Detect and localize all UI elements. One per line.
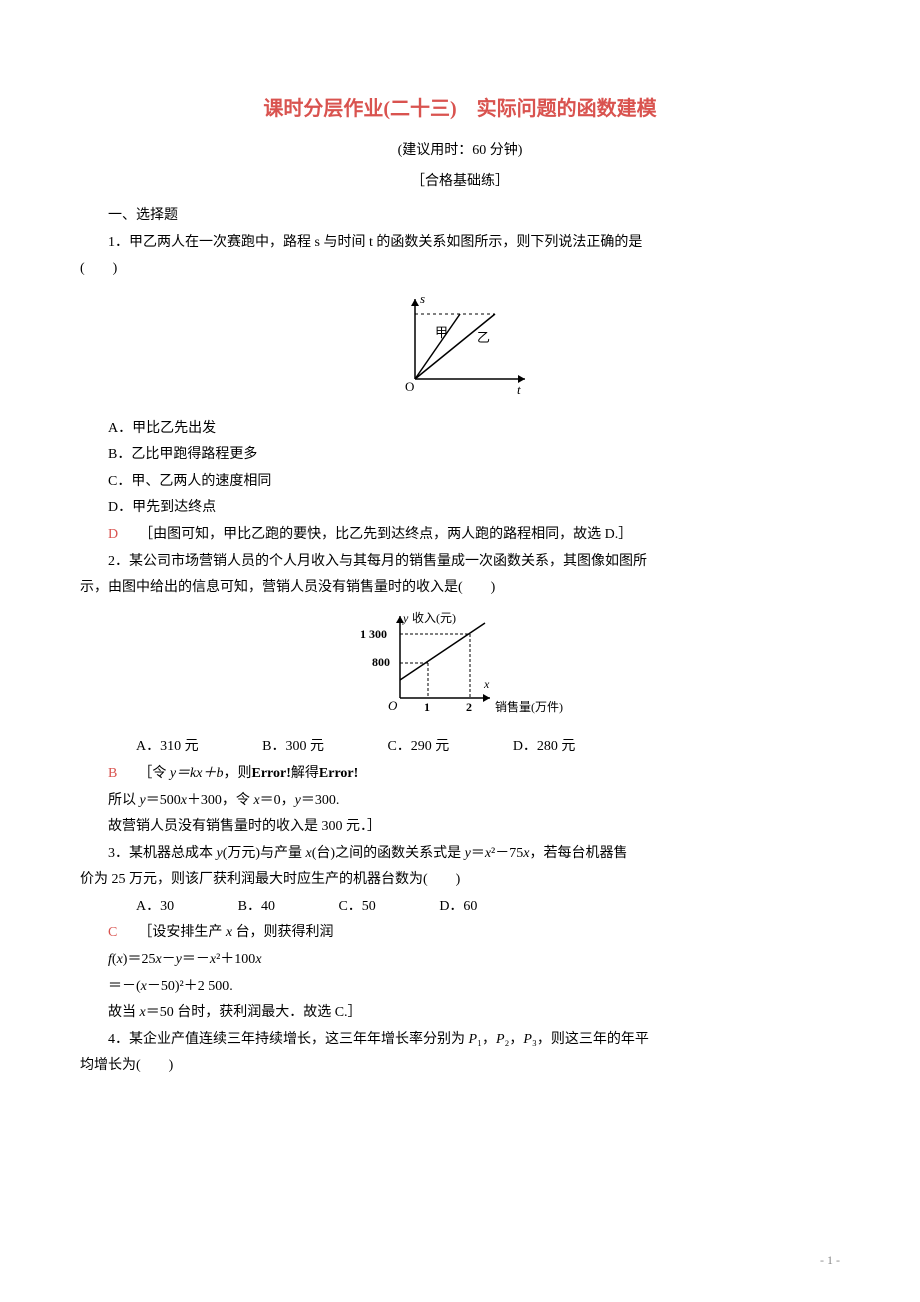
q2-ytick-800: 800 [372, 655, 390, 669]
q2-explain-l1-post2: 解得 [291, 766, 319, 781]
heading-choice: 一、选择题 [80, 203, 840, 230]
q3-stem-line1: 3．某机器总成本 y(万元)与产量 x(台)之间的函数关系式是 y＝x²－75x… [80, 841, 840, 868]
q2-figure: O y 收入(元) x 销售量(万件) 1 300 800 1 2 [80, 608, 840, 729]
q1-optB: B．乙比甲跑得路程更多 [80, 442, 840, 469]
section-label: ［合格基础练］ [80, 169, 840, 196]
q2-optA: A．310 元 [108, 734, 199, 761]
q1-t-label: t [517, 382, 521, 397]
q2-ytick-1300: 1 300 [360, 627, 387, 641]
q3-options: A．30 B．40 C．50 D．60 [80, 894, 840, 921]
q3-optD: D．60 [411, 894, 477, 921]
q2-x-label: x [483, 677, 490, 691]
q2-xtick-2: 2 [466, 700, 472, 714]
q2-y-label: y [402, 611, 409, 625]
q4-stem-line2: 均增长为( ) [80, 1053, 840, 1080]
q3-answer: C ［设安排生产 x 台，则获得利润 [80, 920, 840, 947]
q2-graph-svg: O y 收入(元) x 销售量(万件) 1 300 800 1 2 [340, 608, 580, 718]
q2-answer-letter: B [108, 766, 117, 781]
q2-error1: Error! [252, 766, 291, 781]
q1-stem-text1: 1．甲乙两人在一次赛跑中，路程 s 与时间 t 的函数关系如图所示，则下列说法正… [108, 235, 642, 250]
q3-explain-l4: 故当 x＝50 台时，获利润最大．故选 C.］ [80, 1000, 840, 1027]
q1-jia-label: 甲 [435, 325, 448, 340]
page-number: - 1 - [820, 1249, 840, 1272]
q2-explain-l1-pre: ［令 [138, 766, 170, 781]
q1-stem-line2: ( ) [80, 256, 840, 283]
q3-stem-line2: 价为 25 万元，则该厂获利润最大时应生产的机器台数为( ) [80, 867, 840, 894]
q1-explain: ［由图可知，甲比乙跑的要快，比乙先到达终点，两人跑的路程相同，故选 D.］ [139, 527, 632, 542]
q3-answer-letter: C [108, 925, 117, 940]
doc-title: 课时分层作业(二十三) 实际问题的函数建模 [80, 90, 840, 128]
q2-optD: D．280 元 [485, 734, 576, 761]
q4-stem-line1: 4．某企业产值连续三年持续增长，这三年年增长率分别为 P₁，P₂，P₃，则这三年… [80, 1027, 840, 1054]
q2-optC: C．290 元 [359, 734, 449, 761]
q2-explain-l3: 故营销人员没有销售量时的收入是 300 元．］ [80, 814, 840, 841]
q2-explain-l1-mid: y＝kx＋b [170, 766, 224, 781]
q2-error2: Error! [319, 766, 358, 781]
q1-optC: C．甲、乙两人的速度相同 [80, 469, 840, 496]
q2-options: A．310 元 B．300 元 C．290 元 D．280 元 [80, 734, 840, 761]
q1-O-label: O [405, 379, 414, 394]
q3-optB: B．40 [210, 894, 275, 921]
q2-stem-line1: 2．某公司市场营销人员的个人月收入与其每月的销售量成一次函数关系，其图像如图所 [80, 549, 840, 576]
q2-stem-line2: 示，由图中给出的信息可知，营销人员没有销售量时的收入是( ) [80, 575, 840, 602]
q2-xtick-1: 1 [424, 700, 430, 714]
doc-subtitle: (建议用时：60 分钟) [80, 138, 840, 165]
q2-y-unit: 收入(元) [412, 611, 456, 625]
q1-stem-line1: 1．甲乙两人在一次赛跑中，路程 s 与时间 t 的函数关系如图所示，则下列说法正… [80, 230, 840, 257]
q2-explain-l2-text: 所以 y＝500x＋300，令 x＝0，y＝300. [108, 793, 339, 808]
q1-figure: O s t 甲 乙 [80, 289, 840, 410]
q1-yi-label: 乙 [477, 330, 490, 345]
q3-optA: A．30 [108, 894, 174, 921]
q2-x-unit: 销售量(万件) [495, 699, 563, 714]
q1-answer: D ［由图可知，甲比乙跑的要快，比乙先到达终点，两人跑的路程相同，故选 D.］ [80, 522, 840, 549]
q1-s-label: s [420, 291, 425, 306]
q1-answer-letter: D [108, 527, 118, 542]
q2-O-label: O [388, 698, 398, 713]
q2-answer: B ［令 y＝kx＋b，则Error!解得Error! [80, 761, 840, 788]
q1-optD: D．甲先到达终点 [80, 495, 840, 522]
q1-graph-svg: O s t 甲 乙 [385, 289, 535, 399]
q2-explain-l1-post: ，则 [224, 766, 252, 781]
q2-optB: B．300 元 [234, 734, 324, 761]
q2-explain-l2: 所以 y＝500x＋300，令 x＝0，y＝300. [80, 788, 840, 815]
q1-optA: A．甲比乙先出发 [80, 416, 840, 443]
q3-optC: C．50 [310, 894, 375, 921]
q3-explain-l2: f(x)＝25x－y＝－x²＋100x [80, 947, 840, 974]
page: 课时分层作业(二十三) 实际问题的函数建模 (建议用时：60 分钟) ［合格基础… [0, 0, 920, 1302]
q3-explain-l1: ［设安排生产 x 台，则获得利润 [138, 925, 333, 940]
q3-explain-l3: ＝－(x－50)²＋2 500. [80, 974, 840, 1001]
